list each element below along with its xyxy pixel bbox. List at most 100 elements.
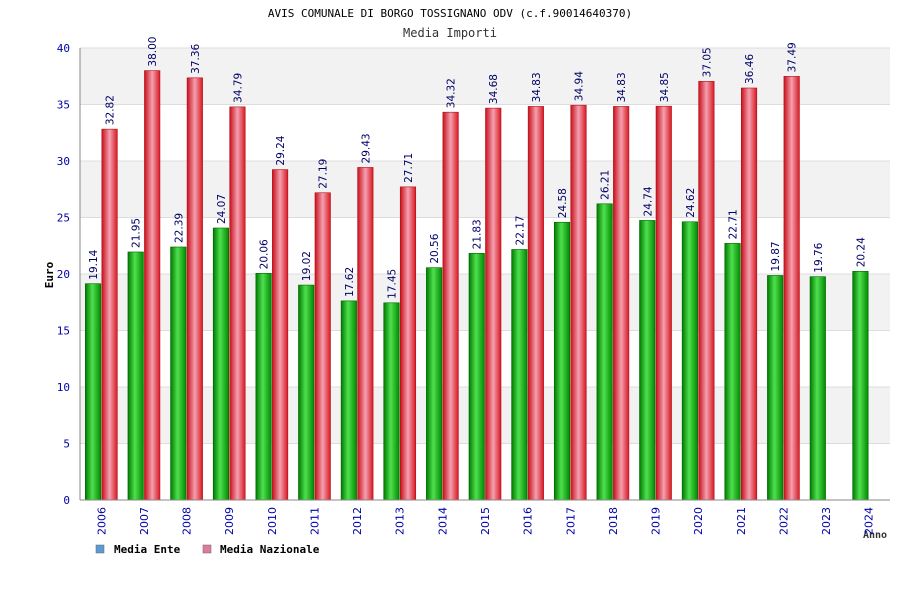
bar-media-ente-2018: [596, 203, 613, 501]
bar-media-ente-2016: [511, 249, 528, 501]
data-label-media-ente-2009: 24.07: [216, 194, 228, 224]
x-tick-label-2019: 2019: [650, 507, 663, 535]
bar-media-nazionale-2016: [527, 106, 544, 501]
x-tick-label-2010: 2010: [266, 507, 279, 535]
bar-media-nazionale-2007: [144, 70, 161, 501]
data-label-media-ente-2018: 26.21: [600, 170, 612, 200]
data-label-media-ente-2016: 22.17: [514, 215, 526, 245]
y-tick-label: 35: [57, 99, 70, 112]
legend-swatch-media-ente: [95, 544, 105, 554]
data-label-media-nazionale-2021: 36.46: [744, 54, 756, 84]
data-label-media-ente-2019: 24.74: [642, 186, 654, 216]
x-tick-label-2024: 2024: [863, 507, 876, 535]
y-tick-label: 30: [57, 155, 70, 168]
data-label-media-nazionale-2014: 34.32: [446, 78, 458, 108]
bar-media-ente-2010: [255, 273, 272, 501]
data-label-media-ente-2020: 24.62: [685, 188, 697, 218]
bar-media-ente-2013: [383, 302, 400, 501]
y-tick-label: 25: [57, 212, 70, 225]
data-label-media-nazionale-2018: 34.83: [616, 72, 628, 102]
x-axis-ticks: 2006 2007 2008 2009 2010 2011 2012 2013 2014 2015…: [95, 507, 875, 535]
x-tick-label-2014: 2014: [436, 507, 449, 535]
bar-media-nazionale-2021: [740, 87, 758, 501]
bar-media-ente-2022: [767, 275, 784, 501]
bar-media-ente-2020: [681, 221, 698, 501]
x-tick-label-2007: 2007: [138, 507, 151, 535]
x-tick-label-2006: 2006: [95, 507, 108, 535]
y-axis-ticks: 0 5 10 15 20 25 30 35 40: [57, 42, 70, 507]
x-tick-label-2020: 2020: [692, 507, 705, 535]
data-label-media-ente-2008: 22.39: [173, 213, 185, 243]
bar-media-nazionale-2010: [272, 169, 289, 501]
bar-media-ente-2014: [426, 267, 443, 501]
legend-swatch-media-nazionale: [202, 544, 212, 554]
chart-subtitle: Media Importi: [403, 26, 497, 40]
data-label-media-nazionale-2022: 37.49: [787, 42, 799, 72]
bar-media-ente-2012: [340, 300, 357, 501]
data-label-media-nazionale-2006: 32.82: [105, 95, 117, 125]
y-tick-label: 20: [57, 268, 70, 281]
data-label-media-ente-2007: 21.95: [131, 218, 143, 248]
data-label-media-nazionale-2017: 34.94: [574, 71, 586, 101]
legend: Media Ente Media Nazionale: [95, 543, 320, 556]
x-tick-label-2022: 2022: [777, 507, 790, 535]
data-label-media-nazionale-2009: 34.79: [232, 73, 244, 103]
bar-media-ente-2008: [170, 246, 187, 501]
y-tick-label: 40: [57, 42, 70, 55]
bar-media-nazionale-2020: [698, 81, 715, 501]
y-axis-label: Euro: [43, 261, 56, 288]
data-label-media-ente-2024: 20.24: [855, 237, 867, 267]
data-label-media-nazionale-2007: 38.00: [147, 37, 159, 67]
legend-label-media-nazionale: Media Nazionale: [220, 543, 320, 556]
data-label-media-nazionale-2012: 29.43: [360, 133, 372, 163]
data-label-media-nazionale-2013: 27.71: [403, 153, 415, 183]
x-tick-label-2018: 2018: [607, 507, 620, 535]
bar-media-ente-2006: [85, 283, 102, 501]
bar-media-ente-2021: [724, 243, 741, 501]
data-label-media-ente-2023: 19.76: [813, 242, 825, 272]
bar-media-nazionale-2015: [485, 107, 502, 501]
bar-media-ente-2023: [809, 276, 826, 501]
data-label-media-nazionale-2019: 34.85: [659, 72, 671, 102]
bars: 19.14 32.82 21.95 38.00 22.39 37.36 24.07 34.79…: [85, 37, 869, 501]
data-label-media-ente-2010: 20.06: [259, 239, 271, 269]
x-tick-label-2009: 2009: [223, 507, 236, 535]
x-tick-label-2008: 2008: [181, 507, 194, 535]
data-label-media-nazionale-2020: 37.05: [701, 47, 713, 77]
data-label-media-ente-2006: 19.14: [88, 249, 100, 279]
bar-media-nazionale-2022: [783, 76, 800, 501]
bar-media-ente-2015: [468, 253, 485, 501]
chart-title: AVIS COMUNALE DI BORGO TOSSIGNANO ODV (c…: [268, 7, 632, 20]
x-tick-label-2015: 2015: [479, 507, 492, 535]
x-axis-label: Anno: [863, 530, 887, 541]
bar-media-nazionale-2006: [101, 128, 118, 501]
y-tick-label: 15: [57, 325, 70, 338]
data-label-media-nazionale-2011: 27.19: [318, 159, 330, 189]
y-tick-label: 10: [57, 381, 70, 394]
bar-media-ente-2007: [127, 251, 144, 501]
bar-media-nazionale-2011: [314, 192, 331, 501]
x-tick-label-2016: 2016: [522, 507, 535, 535]
data-label-media-ente-2013: 17.45: [386, 269, 398, 299]
data-label-media-ente-2017: 24.58: [557, 188, 569, 218]
data-label-media-nazionale-2008: 37.36: [190, 43, 202, 73]
data-label-media-ente-2015: 21.83: [472, 219, 484, 249]
bar-media-ente-2009: [212, 227, 230, 501]
data-label-media-nazionale-2016: 34.83: [531, 72, 543, 102]
data-label-media-ente-2014: 20.56: [429, 233, 441, 263]
bar-media-ente-2011: [298, 284, 315, 501]
data-label-media-nazionale-2015: 34.68: [488, 74, 500, 104]
data-label-media-ente-2011: 19.02: [301, 251, 313, 281]
bar-media-nazionale-2009: [229, 106, 246, 501]
legend-label-media-ente: Media Ente: [114, 543, 181, 556]
x-tick-label-2017: 2017: [564, 507, 577, 535]
y-tick-label: 0: [63, 494, 70, 507]
data-label-media-ente-2022: 19.87: [770, 241, 782, 271]
bar-media-ente-2017: [553, 221, 571, 501]
bar-media-ente-2019: [639, 220, 656, 501]
x-tick-label-2012: 2012: [351, 507, 364, 535]
bar-media-nazionale-2008: [186, 77, 203, 501]
bar-media-nazionale-2019: [655, 105, 672, 501]
data-label-media-ente-2021: 22.71: [728, 209, 740, 239]
bar-media-nazionale-2014: [442, 111, 459, 501]
